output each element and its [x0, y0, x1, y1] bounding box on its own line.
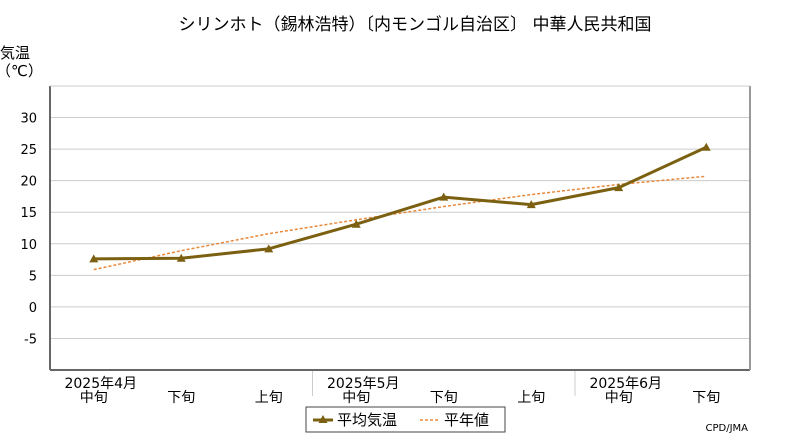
data-point-mean [701, 142, 711, 151]
y-tick-label: -5 [24, 332, 37, 347]
y-tick-label: 15 [20, 206, 37, 221]
y-tick-label: 20 [20, 175, 37, 190]
y-tick-label: 30 [20, 112, 37, 127]
legend-marker-mean [318, 415, 328, 423]
y-axis-label: 気温 [0, 44, 30, 62]
data-point-mean [176, 253, 186, 262]
data-point-mean [526, 200, 536, 209]
data-point-mean [439, 192, 449, 201]
month-label: 2025年5月 [327, 376, 400, 392]
x-tick-label: 中旬 [605, 390, 633, 406]
y-tick-label: 25 [20, 143, 37, 158]
legend-box [305, 406, 506, 433]
series-layer [89, 142, 711, 271]
month-label: 2025年4月 [64, 376, 137, 392]
legend-label-normal: 平年値 [444, 411, 489, 429]
y-tick-label: 0 [29, 301, 37, 316]
gridlines [50, 117, 750, 339]
data-point-mean [351, 219, 361, 228]
series-line-normal [93, 175, 707, 271]
legend: 平均気温 平年値 [305, 406, 506, 433]
x-tick-label: 上旬 [255, 390, 283, 406]
x-tick-label: 下旬 [430, 390, 458, 406]
y-tick-labels: -5 0 5 10 15 20 25 30 [20, 112, 37, 348]
series-line-mean [93, 145, 707, 261]
chart-title: シリンホト（錫林浩特）〔内モンゴル自治区〕 中華人民共和国 [179, 14, 652, 35]
plot-frame [49, 85, 751, 371]
y-tick-label: 10 [20, 238, 37, 253]
data-point-mean [264, 244, 274, 253]
legend-label-mean: 平均気温 [337, 411, 397, 429]
x-tick-label: 中旬 [342, 390, 370, 406]
y-tick-label: 5 [29, 269, 37, 284]
x-tick-label: 上旬 [517, 390, 545, 406]
data-point-mean [89, 254, 99, 263]
x-axis: 中旬 下旬 上旬 中旬 下旬 上旬 中旬 下旬 2025年4月 2025年5月 2025年6月 [64, 370, 720, 406]
data-point-mean [614, 183, 624, 192]
credit-text: CPD/JMA [706, 423, 749, 434]
x-tick-label: 下旬 [167, 390, 195, 406]
month-label: 2025年6月 [589, 376, 662, 392]
y-axis-unit: （℃） [0, 62, 43, 80]
x-tick-label: 中旬 [80, 390, 108, 406]
plot-area [50, 86, 750, 370]
x-tick-label: 下旬 [692, 390, 720, 406]
